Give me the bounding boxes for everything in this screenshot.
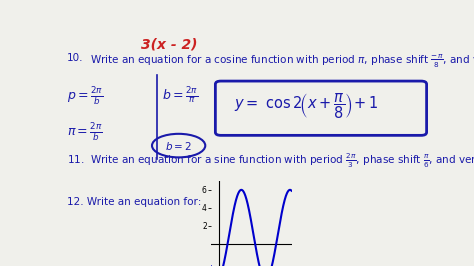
Text: 11.  Write an equation for a sine function with period $\frac{2\pi}{3}$, phase s: 11. Write an equation for a sine functio… [66,152,474,170]
Text: Write an equation for a cosine function with period $\pi$, phase shift $\frac{-\: Write an equation for a cosine function … [91,53,474,70]
Text: $b=2$: $b=2$ [165,140,192,152]
Text: 12. Write an equation for:: 12. Write an equation for: [66,197,201,207]
Text: 10.: 10. [66,53,83,63]
Text: $y=\ \cos 2\!\left(x+\dfrac{\pi}{8}\right)\!+1$: $y=\ \cos 2\!\left(x+\dfrac{\pi}{8}\righ… [234,92,378,122]
Text: $\pi=\frac{2\pi}{b}$: $\pi=\frac{2\pi}{b}$ [66,121,102,144]
FancyBboxPatch shape [215,81,427,135]
Text: $b=\frac{2\pi}{\pi}$: $b=\frac{2\pi}{\pi}$ [162,85,198,106]
Text: 3(x - 2): 3(x - 2) [141,37,198,51]
Text: $p=\frac{2\pi}{b}$: $p=\frac{2\pi}{b}$ [66,85,103,108]
